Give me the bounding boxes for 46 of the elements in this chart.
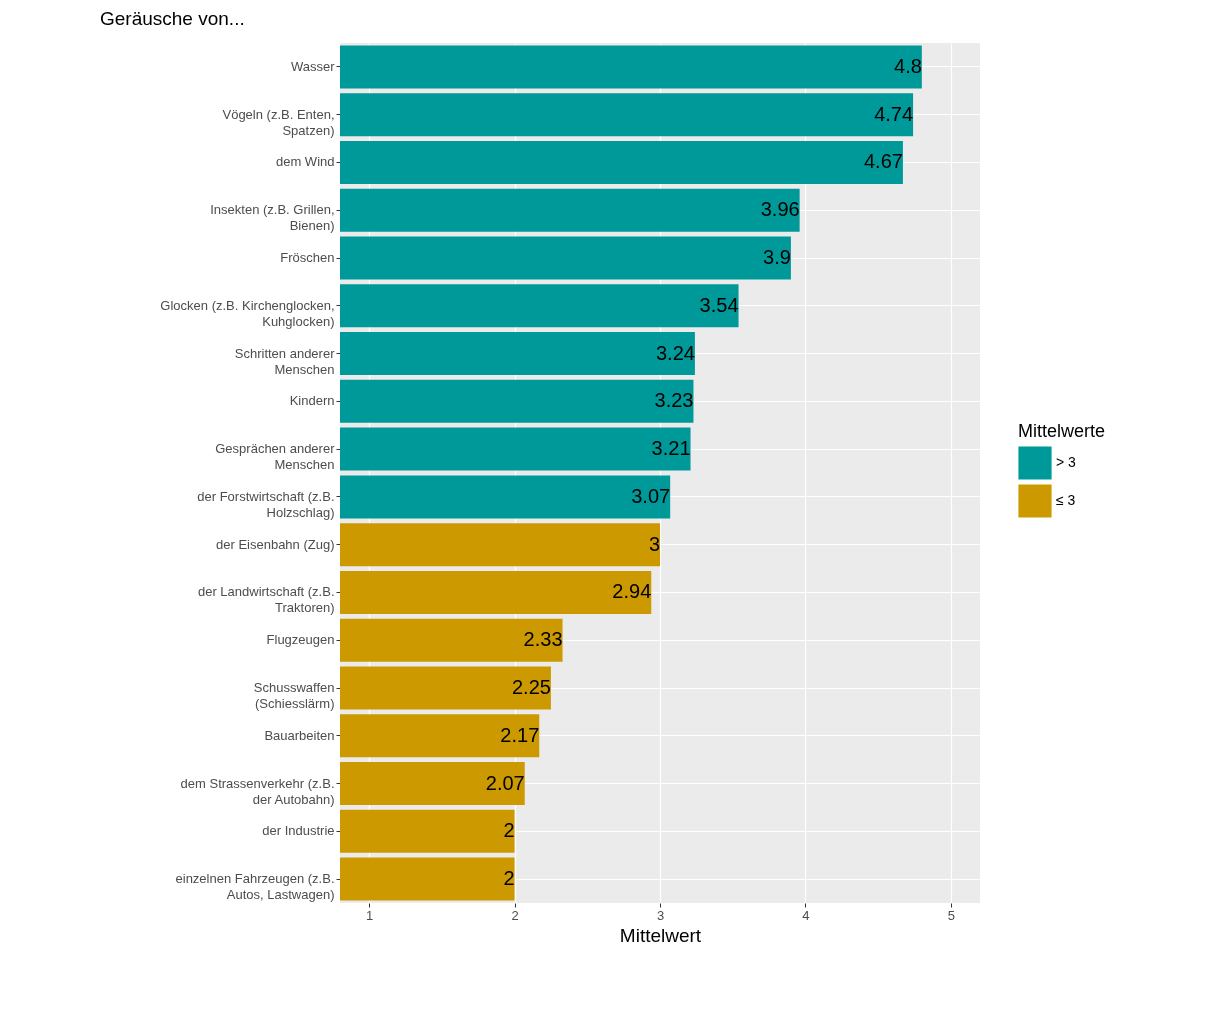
y-tick-label: Kindern: [289, 393, 335, 409]
data-label: 2.17: [500, 723, 540, 746]
y-tick-label: dem Wind: [275, 154, 335, 170]
y-tick-label: der Industrie: [262, 823, 335, 839]
y-tick-label: Gesprächen anderer Menschen: [215, 441, 336, 473]
x-tick-label: 3: [656, 907, 665, 923]
data-label: 4.67: [863, 150, 903, 173]
x-tick-label: 1: [365, 907, 374, 923]
x-tick-label: 4: [802, 907, 810, 923]
legend-label: ≤ 3: [1056, 492, 1076, 508]
data-label: 2.33: [523, 628, 563, 651]
y-tick-label: Flugzeugen: [266, 632, 335, 648]
data-label: 3.21: [651, 437, 691, 460]
x-tick-label: 2: [511, 907, 519, 923]
y-tick-label: Wasser: [290, 58, 336, 74]
data-label: 3.23: [654, 389, 694, 412]
y-tick-label: einzelnen Fahrzeugen (z.B. Autos, Lastwagen): [175, 871, 335, 903]
y-tick-label: Insekten (z.B. Grillen, Bienen): [210, 202, 335, 234]
text: Geräusche von...: [100, 8, 245, 29]
y-tick-label: Schritten anderer Menschen: [234, 345, 336, 377]
data-label: 3.24: [655, 341, 695, 364]
data-label: 2.25: [511, 676, 551, 698]
x-axis-title: Mittelwert: [619, 924, 702, 946]
y-tick-label: der Forstwirtschaft (z.B. Holzschlag): [197, 488, 335, 520]
data-label: 3: [648, 532, 660, 555]
data-label: 2.07: [485, 771, 525, 794]
y-tick-label: Schusswaffen (Schiesslärm): [253, 680, 335, 711]
data-label: 3.9: [763, 246, 791, 268]
data-label: 3.07: [631, 484, 671, 507]
y-tick-label: Bauarbeiten: [264, 727, 335, 743]
legend-title: Mittelwerte: [1018, 421, 1106, 441]
data-label: 3.54: [699, 293, 739, 316]
data-label: 4.8: [894, 54, 922, 77]
y-tick-label: Vögeln (z.B. Enten, Spatzen): [222, 106, 335, 138]
y-tick-label: der Eisenbahn (Zug): [215, 536, 335, 552]
y-tick-label: dem Strassenverkehr (z.B. der Autobahn): [180, 775, 335, 807]
data-label: 4.74: [874, 102, 914, 125]
y-tick-label: Fröschen: [280, 250, 335, 265]
data-label: 2: [503, 819, 515, 842]
x-tick-label: 5: [947, 907, 956, 923]
data-label: 3.96: [760, 198, 800, 221]
data-label: 2: [503, 867, 515, 890]
y-tick-label: der Landwirtschaft (z.B. Traktoren): [197, 584, 335, 616]
data-label: 2.94: [612, 580, 652, 603]
legend-label: > 3: [1056, 454, 1077, 470]
y-tick-label: Glocken (z.B. Kirchenglocken, Kuhglocken): [160, 297, 335, 329]
